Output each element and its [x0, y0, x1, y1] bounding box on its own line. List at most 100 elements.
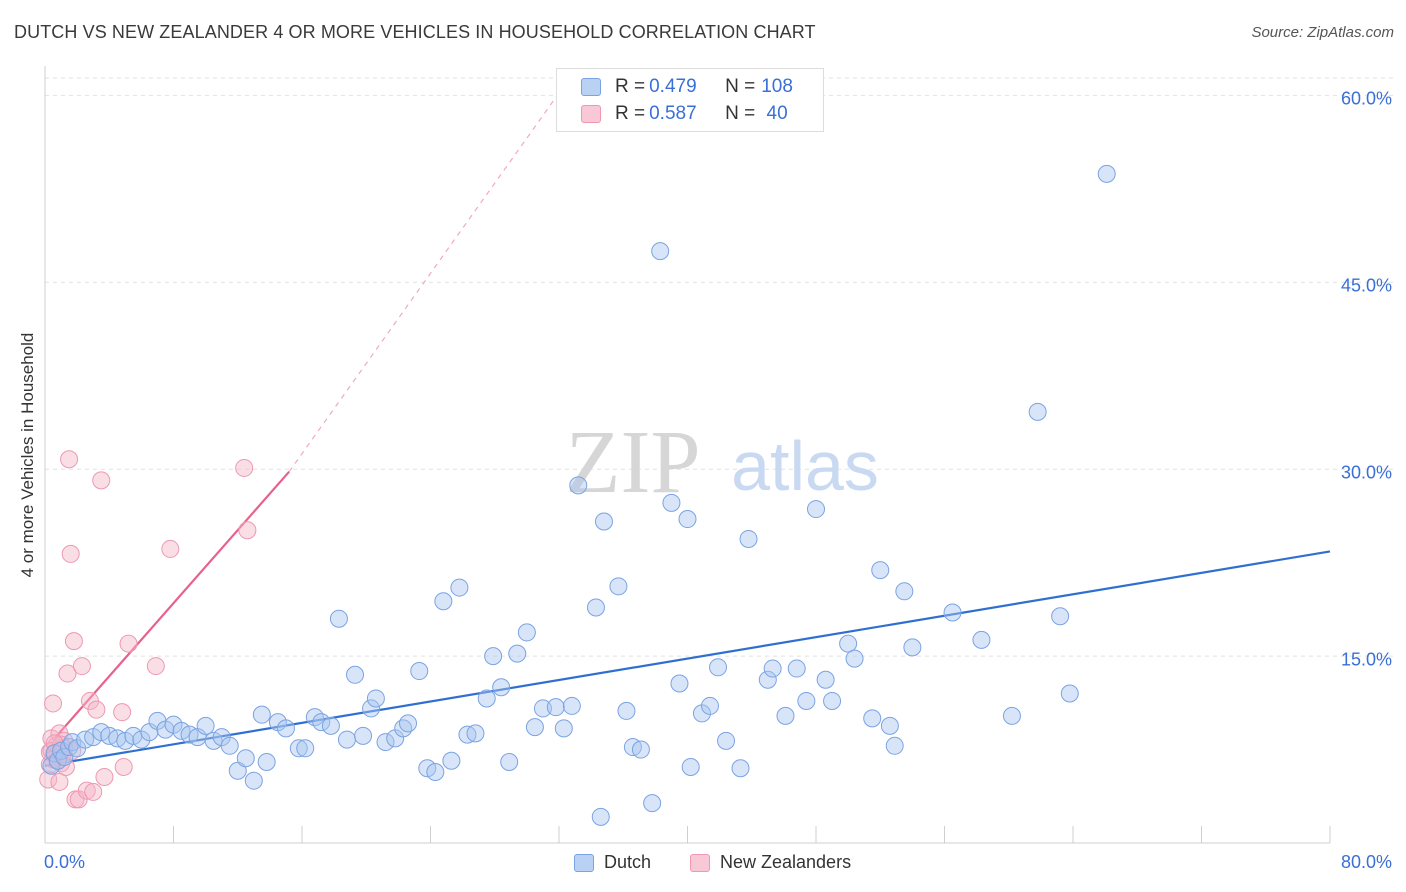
dutch-point-96 — [839, 634, 858, 653]
dutch-point-34 — [289, 739, 308, 758]
dutch-point-109 — [1060, 684, 1079, 703]
watermark-atlas: atlas — [731, 427, 879, 505]
dutch-point-37 — [312, 713, 331, 732]
dutch-n-value: 108 — [761, 76, 793, 97]
nz-point-23 — [87, 700, 106, 719]
dutch-point-95 — [823, 691, 842, 710]
dutch-point-33 — [276, 719, 295, 738]
dutch-point-29 — [244, 771, 263, 790]
watermark-zip: ZIP — [566, 413, 701, 512]
dutch-point-47 — [394, 719, 413, 738]
nz-point-28 — [119, 634, 138, 653]
dutch-point-65 — [546, 698, 565, 717]
dutch-point-23 — [196, 716, 215, 735]
nz-point-30 — [161, 539, 180, 558]
nz-point-16 — [64, 632, 83, 651]
dutch-point-48 — [399, 714, 418, 733]
dutch-point-58 — [484, 647, 503, 666]
stats-row-dutch: R = 0.479 N = 108 — [581, 75, 793, 99]
legend-label-dutch: Dutch — [604, 852, 652, 872]
legend-item-dutch[interactable]: Dutch — [574, 852, 651, 873]
nz-point-32 — [238, 521, 257, 540]
nz-point-35 — [50, 772, 69, 791]
y-tick-label-1: 30.0% — [1340, 462, 1392, 483]
nz-legend-icon — [690, 853, 710, 872]
nz-n-value: 40 — [761, 103, 788, 124]
x-tick-max: 80.0% — [1340, 852, 1392, 872]
dutch-point-71 — [594, 512, 613, 531]
nz-point-39 — [45, 734, 64, 753]
nz-point-19 — [72, 657, 91, 676]
dutch-point-43 — [362, 699, 381, 718]
x-tick-min: 0.0% — [44, 852, 86, 872]
legend-item-nz[interactable]: New Zealanders — [690, 852, 851, 873]
dutch-point-79 — [670, 674, 689, 693]
dutch-point-63 — [525, 718, 544, 737]
dutch-swatch-icon — [581, 78, 601, 96]
nz-point-24 — [92, 471, 111, 490]
dutch-point-39 — [329, 609, 348, 628]
trend-lines — [44, 70, 1331, 767]
dutch-point-81 — [681, 757, 700, 776]
watermark: ZIP atlas — [566, 413, 879, 512]
nz-point-13 — [60, 450, 79, 469]
dutch-r-value: 0.479 — [649, 76, 697, 97]
dutch-point-44 — [366, 689, 385, 708]
dutch-point-99 — [871, 561, 890, 580]
y-tick-label-0: 15.0% — [1340, 649, 1392, 670]
stats-box: R = 0.479 N = 108 R = 0.587 N = 40 — [556, 68, 824, 132]
nz-point-22 — [84, 782, 103, 801]
nz-point-20 — [77, 781, 96, 800]
dutch-point-57 — [477, 689, 496, 708]
dutch-point-54 — [450, 578, 469, 597]
dutch-points — [42, 164, 1116, 826]
dutch-trend-line — [44, 550, 1331, 767]
dutch-point-66 — [554, 719, 573, 738]
dutch-point-52 — [434, 592, 453, 611]
legend-label-nz: New Zealanders — [720, 852, 852, 872]
dutch-point-86 — [731, 759, 750, 778]
dutch-point-68 — [569, 476, 588, 495]
axes — [44, 66, 1331, 844]
dutch-point-41 — [346, 665, 365, 684]
nz-point-26 — [113, 703, 132, 722]
dutch-point-35 — [296, 739, 315, 758]
dutch-point-62 — [517, 623, 536, 642]
dutch-point-105 — [972, 630, 991, 649]
dutch-point-72 — [609, 577, 628, 596]
nz-trend-line — [53, 470, 290, 740]
dutch-point-42 — [354, 726, 373, 745]
dutch-point-38 — [321, 716, 340, 735]
nz-r-label: R = — [615, 103, 646, 124]
dutch-r-label: R = — [615, 76, 646, 97]
nz-n-label: N = — [725, 103, 756, 124]
dutch-point-101 — [885, 736, 904, 755]
dutch-point-92 — [797, 691, 816, 710]
dutch-point-70 — [591, 807, 610, 826]
dutch-point-78 — [662, 493, 681, 512]
nz-point-29 — [146, 657, 165, 676]
dutch-point-103 — [903, 638, 922, 657]
nz-swatch-icon — [581, 105, 601, 123]
source-label: Source: ZipAtlas.com — [1251, 24, 1394, 41]
dutch-point-75 — [631, 740, 650, 759]
dutch-point-45 — [376, 733, 395, 752]
dutch-point-61 — [508, 644, 527, 663]
dutch-point-40 — [337, 730, 356, 749]
dutch-point-93 — [807, 500, 825, 519]
nz-point-25 — [95, 767, 114, 786]
chart-title: DUTCH VS NEW ZEALANDER 4 OR MORE VEHICLE… — [14, 22, 816, 42]
nz-point-27 — [114, 757, 133, 776]
y-tick-label-3: 60.0% — [1340, 88, 1392, 109]
dutch-point-77 — [651, 242, 670, 261]
dutch-point-53 — [442, 751, 461, 770]
dutch-point-64 — [533, 699, 552, 718]
dutch-point-30 — [252, 705, 271, 724]
grid-lines — [45, 77, 1395, 657]
dutch-point-97 — [845, 649, 864, 668]
dutch-point-108 — [1051, 607, 1070, 626]
nz-point-12 — [58, 664, 77, 683]
dutch-point-28 — [236, 749, 255, 768]
dutch-point-80 — [678, 510, 697, 529]
